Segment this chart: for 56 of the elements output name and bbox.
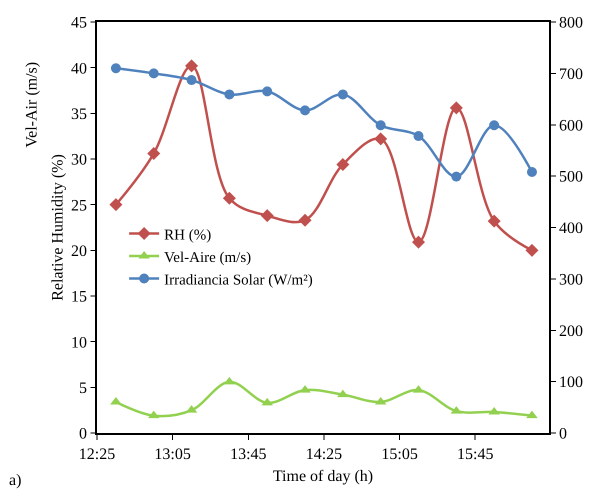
- y-tick-label: 5: [79, 380, 88, 397]
- legend-label: Vel-Aire (m/s): [164, 250, 252, 266]
- point: [338, 89, 348, 100]
- x-axis-title: Time of day (h): [272, 468, 374, 486]
- y-tick-label: 35: [71, 106, 88, 123]
- y2-tick-label: 400: [558, 220, 583, 238]
- y2-tick-label: 700: [558, 66, 583, 83]
- point: [488, 214, 501, 228]
- text: Vel-Air (m/s): [23, 62, 40, 148]
- y2-tick-label: 300: [558, 271, 583, 288]
- point: [185, 59, 198, 72]
- point: [298, 214, 312, 227]
- legend-label: Irradiancia Solar (W/m²): [164, 272, 313, 288]
- y-tick-label: 0: [79, 426, 88, 443]
- y2-tick-label: 600: [558, 117, 583, 134]
- point: [489, 120, 500, 130]
- y-tick-label: 45: [71, 14, 88, 32]
- x-tick-label: 15:05: [381, 446, 418, 463]
- text: a): [9, 472, 22, 489]
- point: [450, 101, 463, 114]
- x-tick-label: 14:25: [306, 446, 342, 463]
- legend-label: RH (%): [164, 227, 212, 244]
- point: [412, 236, 426, 249]
- point: [526, 167, 537, 178]
- y2-tick-label: 500: [558, 168, 583, 186]
- point: [451, 172, 462, 182]
- y-tick-label: 15: [71, 288, 88, 306]
- y-tick-label: 10: [71, 334, 88, 352]
- point: [224, 89, 234, 100]
- x-tick-label: 13:45: [230, 446, 267, 463]
- point: [374, 132, 388, 146]
- x-tick-label: 12:25: [78, 446, 116, 463]
- point: [148, 68, 159, 78]
- point: [109, 198, 122, 212]
- y-tick-label: 20: [71, 242, 88, 260]
- y-tick-label: 25: [71, 197, 88, 214]
- y2-tick-label: 100: [558, 374, 583, 392]
- point: [110, 63, 121, 74]
- y-axis-title: Relative Humidity (%): [49, 154, 66, 301]
- y2-tick-label: 200: [558, 322, 583, 340]
- point: [376, 120, 386, 130]
- x-tick-label: 15:45: [457, 446, 494, 463]
- point: [222, 192, 236, 205]
- point: [525, 244, 538, 257]
- x-tick-label: 13:05: [154, 446, 191, 463]
- point: [262, 86, 272, 96]
- point: [414, 131, 424, 142]
- point: [147, 147, 160, 160]
- point: [186, 75, 197, 86]
- y2-tick-label: 0: [558, 426, 567, 443]
- point: [260, 209, 274, 222]
- y-tick-label: 40: [71, 60, 88, 78]
- y-tick-label: 30: [71, 152, 88, 169]
- point: [336, 158, 350, 171]
- y2-tick-label: 800: [558, 14, 583, 32]
- point: [300, 105, 310, 116]
